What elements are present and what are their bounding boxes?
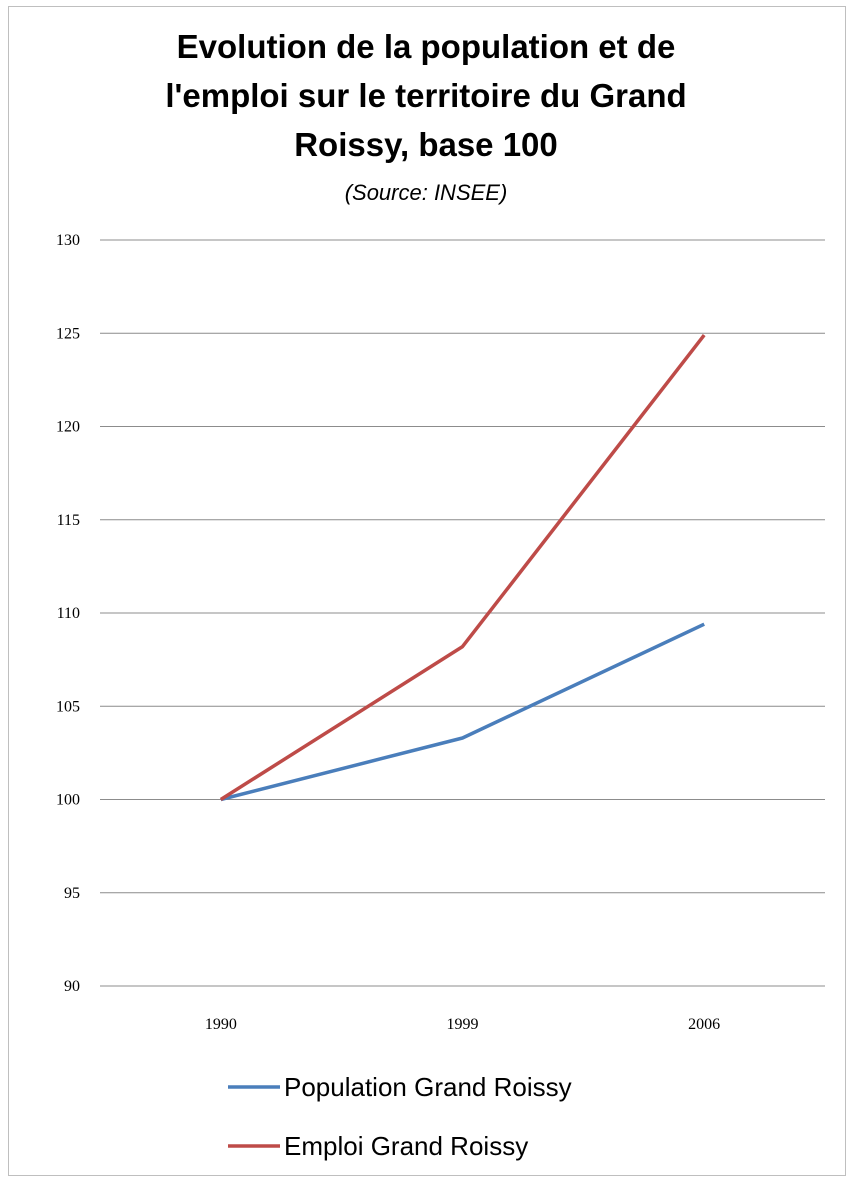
y-tick-label: 105 xyxy=(56,698,80,715)
chart-frame xyxy=(8,6,846,1176)
x-tick-label: 1990 xyxy=(205,1016,237,1033)
y-tick-label: 110 xyxy=(57,605,80,622)
series-line-1 xyxy=(220,622,705,802)
chart-title: Evolution de la population et de l'emplo… xyxy=(0,22,852,169)
legend-label-1: Population Grand Roissy xyxy=(284,1072,572,1102)
x-tick-label: 2006 xyxy=(688,1016,720,1033)
y-tick-label: 120 xyxy=(56,419,80,436)
chart-title-line-1: Evolution de la population et de xyxy=(176,28,676,65)
y-tick-label: 115 xyxy=(57,512,80,529)
chart-title-line-3: Roissy, base 100 xyxy=(294,126,558,163)
x-tick-label: 1999 xyxy=(447,1016,479,1033)
y-tick-label: 90 xyxy=(64,978,80,995)
y-tick-label: 95 xyxy=(64,885,80,902)
y-tick-label: 100 xyxy=(56,792,80,809)
chart-subtitle: (Source: INSEE) xyxy=(344,180,508,205)
chart-title-line-2: l'emploi sur le territoire du Grand xyxy=(165,77,687,114)
series-line-2 xyxy=(219,334,706,801)
y-tick-label: 130 xyxy=(56,232,80,249)
legend-label-2: Emploi Grand Roissy xyxy=(284,1131,528,1161)
y-tick-label: 125 xyxy=(56,325,80,342)
